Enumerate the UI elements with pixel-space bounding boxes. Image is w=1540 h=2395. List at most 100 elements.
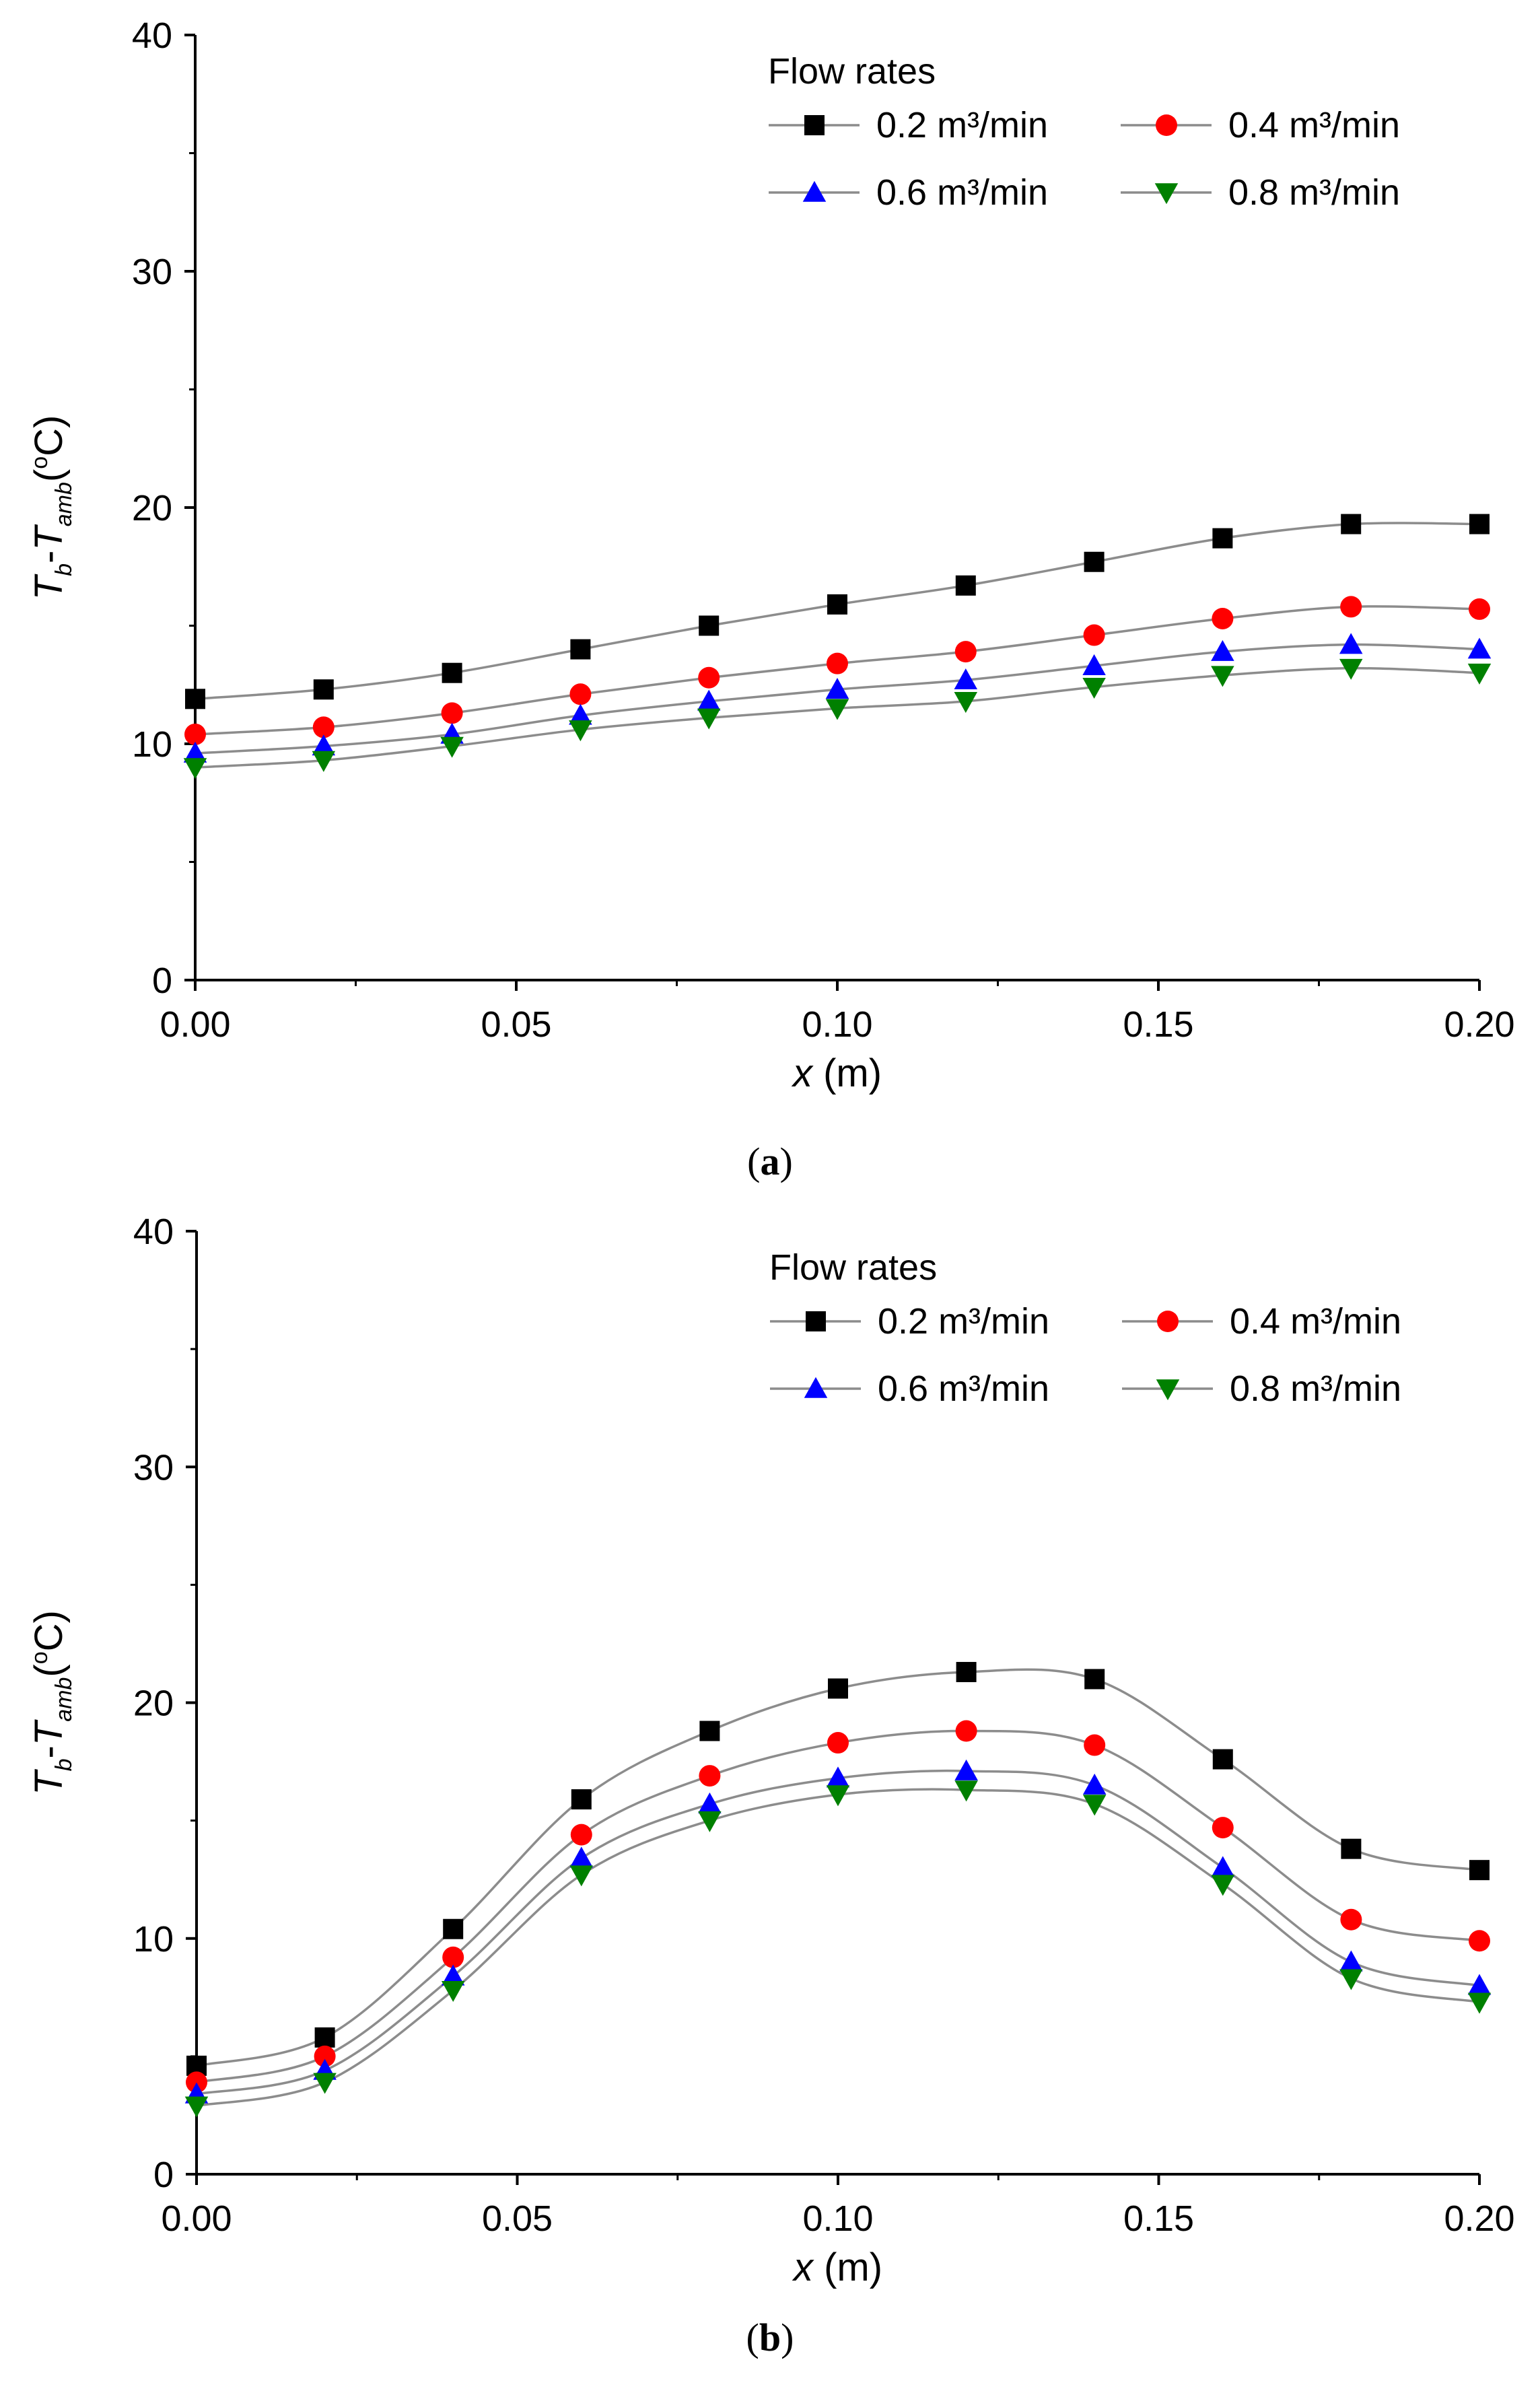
data-point-series-4-4 — [698, 1811, 722, 1832]
y-axis-t2: T — [27, 524, 71, 551]
legend: Flow rates 0.2 m³/min 0.4 m³/min 0.6 m³/min… — [768, 51, 1400, 213]
data-point-series-1-3 — [570, 639, 591, 660]
series-markers-series-4 — [184, 1780, 1492, 2118]
y-tick-label: 0 — [152, 961, 172, 1001]
x-tick-label: 0.10 — [802, 1004, 872, 1045]
y-tick-label: 30 — [133, 1447, 174, 1488]
data-point-series-1-6 — [955, 575, 976, 596]
data-point-series-1-1 — [314, 2027, 335, 2048]
series-markers-series-2 — [184, 596, 1490, 745]
y-tick-label: 20 — [133, 1684, 174, 1724]
y-axis-sub1: b — [51, 1759, 77, 1772]
panel-label-open: ( — [747, 1140, 760, 1183]
data-point-series-2-5 — [827, 1732, 849, 1754]
x-axis-var: x — [791, 1051, 814, 1095]
data-point-series-4-0 — [183, 758, 207, 779]
data-point-legend-series-2-0 — [1157, 1311, 1179, 1332]
data-point-series-3-7 — [1082, 654, 1106, 675]
panel-label-close: ) — [780, 1140, 793, 1183]
panel-label-letter: a — [761, 1140, 780, 1183]
data-point-series-3-0 — [183, 741, 207, 763]
data-point-series-2-6 — [955, 1720, 977, 1742]
data-point-series-4-10 — [1467, 1992, 1492, 2014]
y-axis-paren: ( — [27, 1664, 71, 1677]
data-point-series-4-3 — [569, 720, 592, 742]
data-point-series-1-9 — [1341, 1838, 1362, 1859]
data-point-series-1-2 — [442, 662, 462, 683]
data-point-series-3-4 — [697, 689, 721, 711]
data-point-series-3-1 — [312, 734, 336, 756]
data-point-legend-series-1-0 — [804, 115, 825, 135]
series-line-series-1 — [196, 1668, 1480, 2067]
data-point-legend-series-3-0 — [802, 180, 827, 202]
data-point-legend-series-4-0 — [1154, 183, 1179, 205]
data-point-series-1-0 — [185, 689, 205, 709]
data-point-series-2-6 — [954, 641, 977, 663]
data-point-series-1-4 — [699, 615, 720, 636]
data-point-series-2-3 — [569, 683, 592, 705]
y-axis-t1: T — [27, 574, 71, 600]
y-axis-unit: C) — [27, 415, 71, 456]
x-tick-label: 0.05 — [482, 2198, 553, 2239]
data-point-series-1-9 — [1341, 514, 1362, 534]
data-point-series-3-6 — [954, 668, 978, 690]
data-point-series-2-1 — [312, 716, 335, 738]
y-axis-title: Tb-Tamb(oC) — [27, 1610, 77, 1795]
data-point-series-4-1 — [313, 2073, 337, 2094]
y-axis-degree: o — [27, 456, 53, 469]
data-point-series-4-1 — [312, 751, 336, 772]
data-point-series-4-4 — [697, 708, 721, 730]
panel-label-open: ( — [746, 2316, 759, 2359]
data-point-series-2-2 — [442, 1946, 464, 1968]
data-point-series-4-6 — [954, 692, 978, 714]
y-tick-label: 40 — [132, 15, 172, 56]
data-point-legend-series-1-0 — [806, 1311, 826, 1331]
data-point-series-1-8 — [1212, 1749, 1233, 1770]
y-tick-label: 10 — [132, 724, 172, 765]
series-markers-series-1 — [185, 514, 1490, 709]
data-point-series-2-4 — [698, 666, 720, 689]
data-point-series-3-4 — [698, 1792, 722, 1813]
data-point-series-2-1 — [314, 2045, 336, 2067]
data-point-legend-series-4-0 — [1156, 1379, 1180, 1401]
data-point-series-4-0 — [184, 2096, 209, 2118]
y-axis-t1: T — [27, 1769, 71, 1795]
data-point-series-4-6 — [954, 1780, 978, 1802]
data-point-series-3-6 — [954, 1759, 978, 1780]
series-markers-series-1 — [186, 1661, 1490, 2076]
data-point-series-2-5 — [827, 652, 848, 674]
data-point-series-2-0 — [186, 2071, 207, 2093]
data-point-series-3-9 — [1339, 1950, 1363, 1972]
data-point-series-3-8 — [1211, 639, 1234, 661]
data-point-series-2-3 — [570, 1824, 592, 1846]
legend-label-series-1: 0.2 m³/min — [878, 1301, 1049, 1342]
y-axis-degree: o — [27, 1651, 53, 1664]
data-point-series-2-2 — [441, 702, 463, 724]
legend-title: Flow rates — [768, 51, 936, 92]
data-point-series-3-10 — [1467, 637, 1492, 659]
data-point-series-2-9 — [1340, 1908, 1362, 1931]
data-point-series-2-7 — [1083, 624, 1105, 646]
series-line-series-3 — [196, 1769, 1480, 2095]
data-point-series-3-7 — [1082, 1773, 1107, 1795]
data-point-series-3-8 — [1211, 1856, 1235, 1877]
x-tick-label: 0.15 — [1123, 1004, 1193, 1045]
series-markers-series-3 — [184, 1759, 1492, 2104]
data-point-series-4-2 — [440, 736, 464, 758]
data-point-series-1-7 — [1084, 551, 1105, 572]
data-point-series-1-1 — [313, 679, 334, 700]
x-axis-unit: (m) — [812, 1051, 882, 1095]
legend-label-series-4: 0.8 m³/min — [1228, 172, 1400, 213]
data-point-series-3-3 — [569, 703, 592, 725]
legend-title: Flow rates — [769, 1247, 937, 1288]
data-point-series-2-10 — [1469, 1930, 1490, 1952]
legend-label-series-3: 0.6 m³/min — [878, 1368, 1049, 1409]
data-point-series-3-5 — [825, 678, 849, 699]
y-axis-sub1: b — [51, 563, 77, 576]
series-markers-series-4 — [183, 658, 1492, 779]
y-tick-label: 20 — [132, 488, 172, 528]
data-point-series-4-3 — [569, 1865, 594, 1887]
data-point-legend-series-3-0 — [804, 1377, 828, 1398]
